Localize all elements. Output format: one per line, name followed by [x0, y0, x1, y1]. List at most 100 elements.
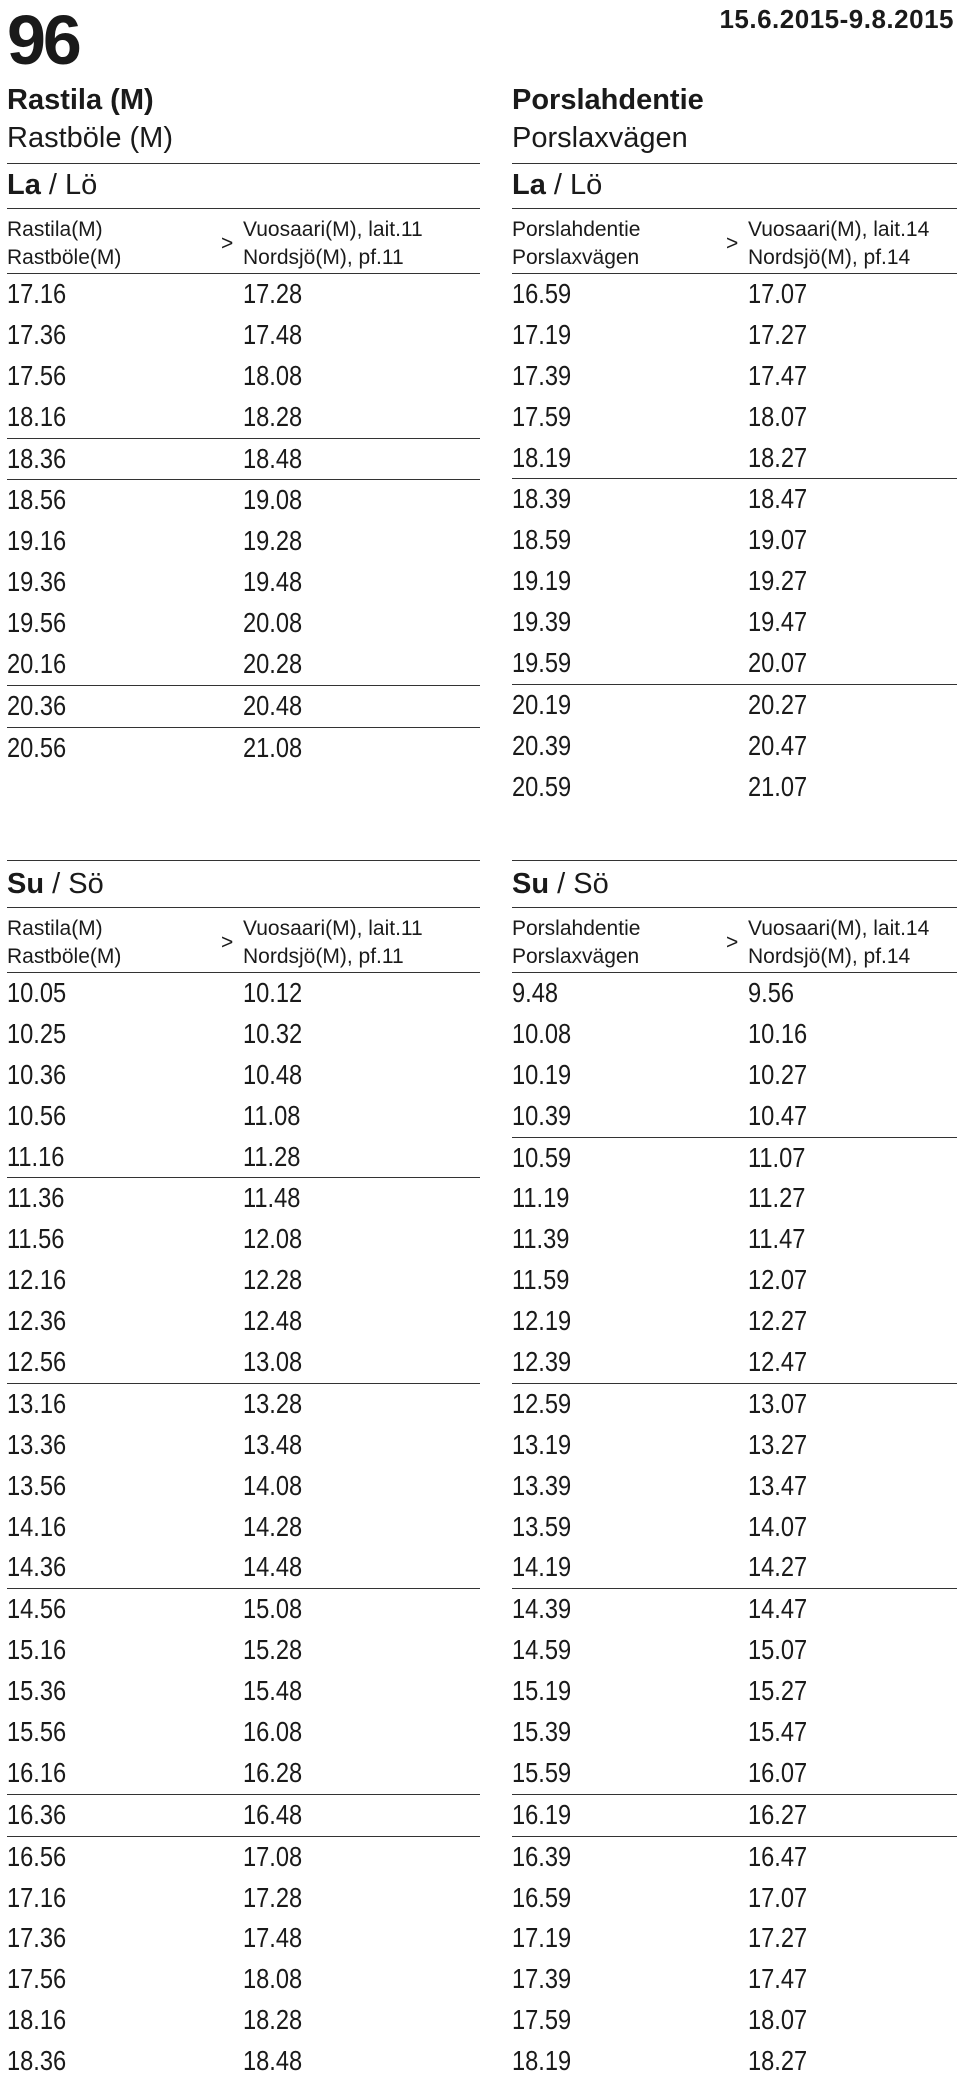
direction-header: Rastila(M) Rastböle(M) > Vuosaari(M), lai… [7, 215, 480, 273]
day-title-saturday: La / Lö [7, 169, 98, 201]
timetable-row: 17.56 18.08 [7, 356, 480, 397]
arrival-time: 20.08 [243, 607, 303, 639]
arrival-time: 16.27 [748, 1798, 808, 1830]
arrival-time: 10.27 [748, 1058, 808, 1090]
arrival-time: 17.07 [748, 278, 808, 309]
departure-time: 11.16 [7, 1140, 65, 1172]
departure-time: 17.39 [512, 359, 572, 391]
departure-time: 12.19 [512, 1305, 572, 1337]
stop-name-sv: Rastböle (M) [7, 122, 173, 154]
timetable-rows: 16.59 17.07 17.19 17.27 17.39 17.47 17.59 18.07… [512, 274, 957, 808]
timetable-row: 18.39 18.47 [512, 479, 957, 520]
timetable-row: 10.59 11.07 [512, 1138, 957, 1179]
timetable-row: 14.16 14.28 [7, 1507, 480, 1548]
arrival-time: 16.48 [243, 1798, 303, 1830]
arrival-time: 19.48 [243, 566, 303, 598]
departure-time: 17.36 [7, 1922, 67, 1954]
departure-time: 10.59 [512, 1141, 572, 1173]
departure-time: 19.56 [7, 607, 67, 639]
from-stop: Rastila(M) Rastböle(M) [7, 917, 122, 968]
timetable-row: 13.56 14.08 [7, 1466, 480, 1507]
route-number: 96 [7, 1, 82, 79]
departure-time: 19.39 [512, 606, 572, 638]
validity-period: 15.6.2015-9.8.2015 [719, 4, 954, 34]
timetable-row: 15.36 15.48 [7, 1671, 480, 1712]
departure-time: 12.36 [7, 1305, 67, 1337]
arrival-time: 17.07 [748, 1881, 808, 1913]
timetable-row: 17.39 17.47 [512, 1959, 957, 2000]
arrival-time: 19.08 [243, 484, 303, 516]
arrival-time: 16.28 [243, 1756, 303, 1788]
departure-time: 20.19 [512, 688, 572, 720]
divider [512, 907, 957, 908]
arrival-time: 16.47 [748, 1840, 808, 1872]
arrival-time: 10.48 [243, 1058, 303, 1090]
departure-time: 17.19 [512, 318, 572, 350]
timetable-row: 10.05 10.12 [7, 973, 480, 1014]
timetable-row: 20.39 20.47 [512, 726, 957, 767]
stop-column-rastila: Rastila (M) Rastböle (M) La / Lö Rastila… [7, 82, 480, 769]
departure-time: 14.39 [512, 1593, 572, 1625]
direction-arrow-icon: > [221, 232, 234, 255]
arrival-time: 18.07 [748, 2004, 808, 2036]
departure-time: 17.19 [512, 1922, 572, 1954]
arrival-time: 12.48 [243, 1305, 303, 1337]
arrival-time: 17.48 [243, 318, 303, 350]
departure-time: 17.16 [7, 278, 67, 309]
arrival-time: 17.08 [243, 1840, 303, 1872]
timetable-row: 12.36 12.48 [7, 1301, 480, 1342]
departure-time: 17.39 [512, 1963, 572, 1995]
departure-time: 12.59 [512, 1387, 572, 1419]
arrival-time: 13.28 [243, 1387, 303, 1419]
timetable-rows: 9.48 9.56 10.08 10.16 10.19 10.27 10.39 10.47 1… [512, 973, 957, 2082]
arrival-time: 21.08 [243, 731, 303, 763]
timetable-row: 17.59 18.07 [512, 397, 957, 438]
departure-time: 18.16 [7, 2004, 67, 2036]
departure-time: 10.56 [7, 1099, 67, 1131]
departure-time: 18.16 [7, 400, 67, 432]
timetable-row: 18.16 18.28 [7, 2000, 480, 2041]
timetable-row: 10.36 10.48 [7, 1055, 480, 1096]
timetable-row: 17.36 17.48 [7, 1918, 480, 1959]
timetable-row: 17.16 17.28 [7, 1878, 480, 1919]
direction-header: Porslahdentie Porslaxvägen > Vuosaari(M),… [512, 215, 957, 273]
arrival-time: 19.27 [748, 565, 808, 597]
timetable-row: 13.19 13.27 [512, 1425, 957, 1466]
departure-time: 14.56 [7, 1593, 67, 1625]
timetable-row: 18.36 18.48 [7, 439, 480, 481]
timetable-row: 15.19 15.27 [512, 1671, 957, 1712]
timetable-row: 14.19 14.27 [512, 1547, 957, 1590]
day-title-sunday: Su / Sö [512, 868, 609, 900]
departure-time: 13.36 [7, 1428, 67, 1460]
departure-time: 20.36 [7, 689, 67, 721]
timetable-row: 20.59 21.07 [512, 767, 957, 808]
departure-time: 11.39 [512, 1223, 570, 1255]
arrival-time: 15.27 [748, 1675, 808, 1707]
arrival-time: 19.47 [748, 606, 808, 638]
timetable-row: 12.39 12.47 [512, 1342, 957, 1384]
departure-time: 18.36 [7, 2045, 67, 2077]
timetable-row: 12.59 13.07 [512, 1384, 957, 1425]
to-stop: Vuosaari(M), lait.11 Nordsjö(M), pf.11 [243, 218, 423, 269]
timetable-row: 17.19 17.27 [512, 315, 957, 356]
arrival-time: 15.48 [243, 1675, 303, 1707]
departure-time: 20.39 [512, 729, 572, 761]
departure-time: 13.16 [7, 1387, 67, 1419]
departure-time: 14.59 [512, 1634, 572, 1666]
departure-time: 18.56 [7, 484, 67, 516]
departure-time: 18.19 [512, 2045, 572, 2077]
timetable-row: 13.39 13.47 [512, 1466, 957, 1507]
divider [7, 972, 480, 973]
arrival-time: 14.08 [243, 1469, 303, 1501]
arrival-time: 13.48 [243, 1428, 303, 1460]
arrival-time: 20.28 [243, 648, 303, 680]
stop-column-porslahdentie: Porslahdentie Porslaxvägen La / Lö Porsl… [512, 82, 957, 808]
divider [7, 273, 480, 274]
timetable-row: 16.56 17.08 [7, 1837, 480, 1878]
timetable-row: 10.19 10.27 [512, 1055, 957, 1096]
stop-name-sv: Porslaxvägen [512, 122, 688, 154]
departure-time: 15.19 [512, 1675, 572, 1707]
departure-time: 18.39 [512, 483, 572, 515]
departure-time: 11.36 [7, 1182, 65, 1214]
departure-time: 19.16 [7, 525, 67, 557]
